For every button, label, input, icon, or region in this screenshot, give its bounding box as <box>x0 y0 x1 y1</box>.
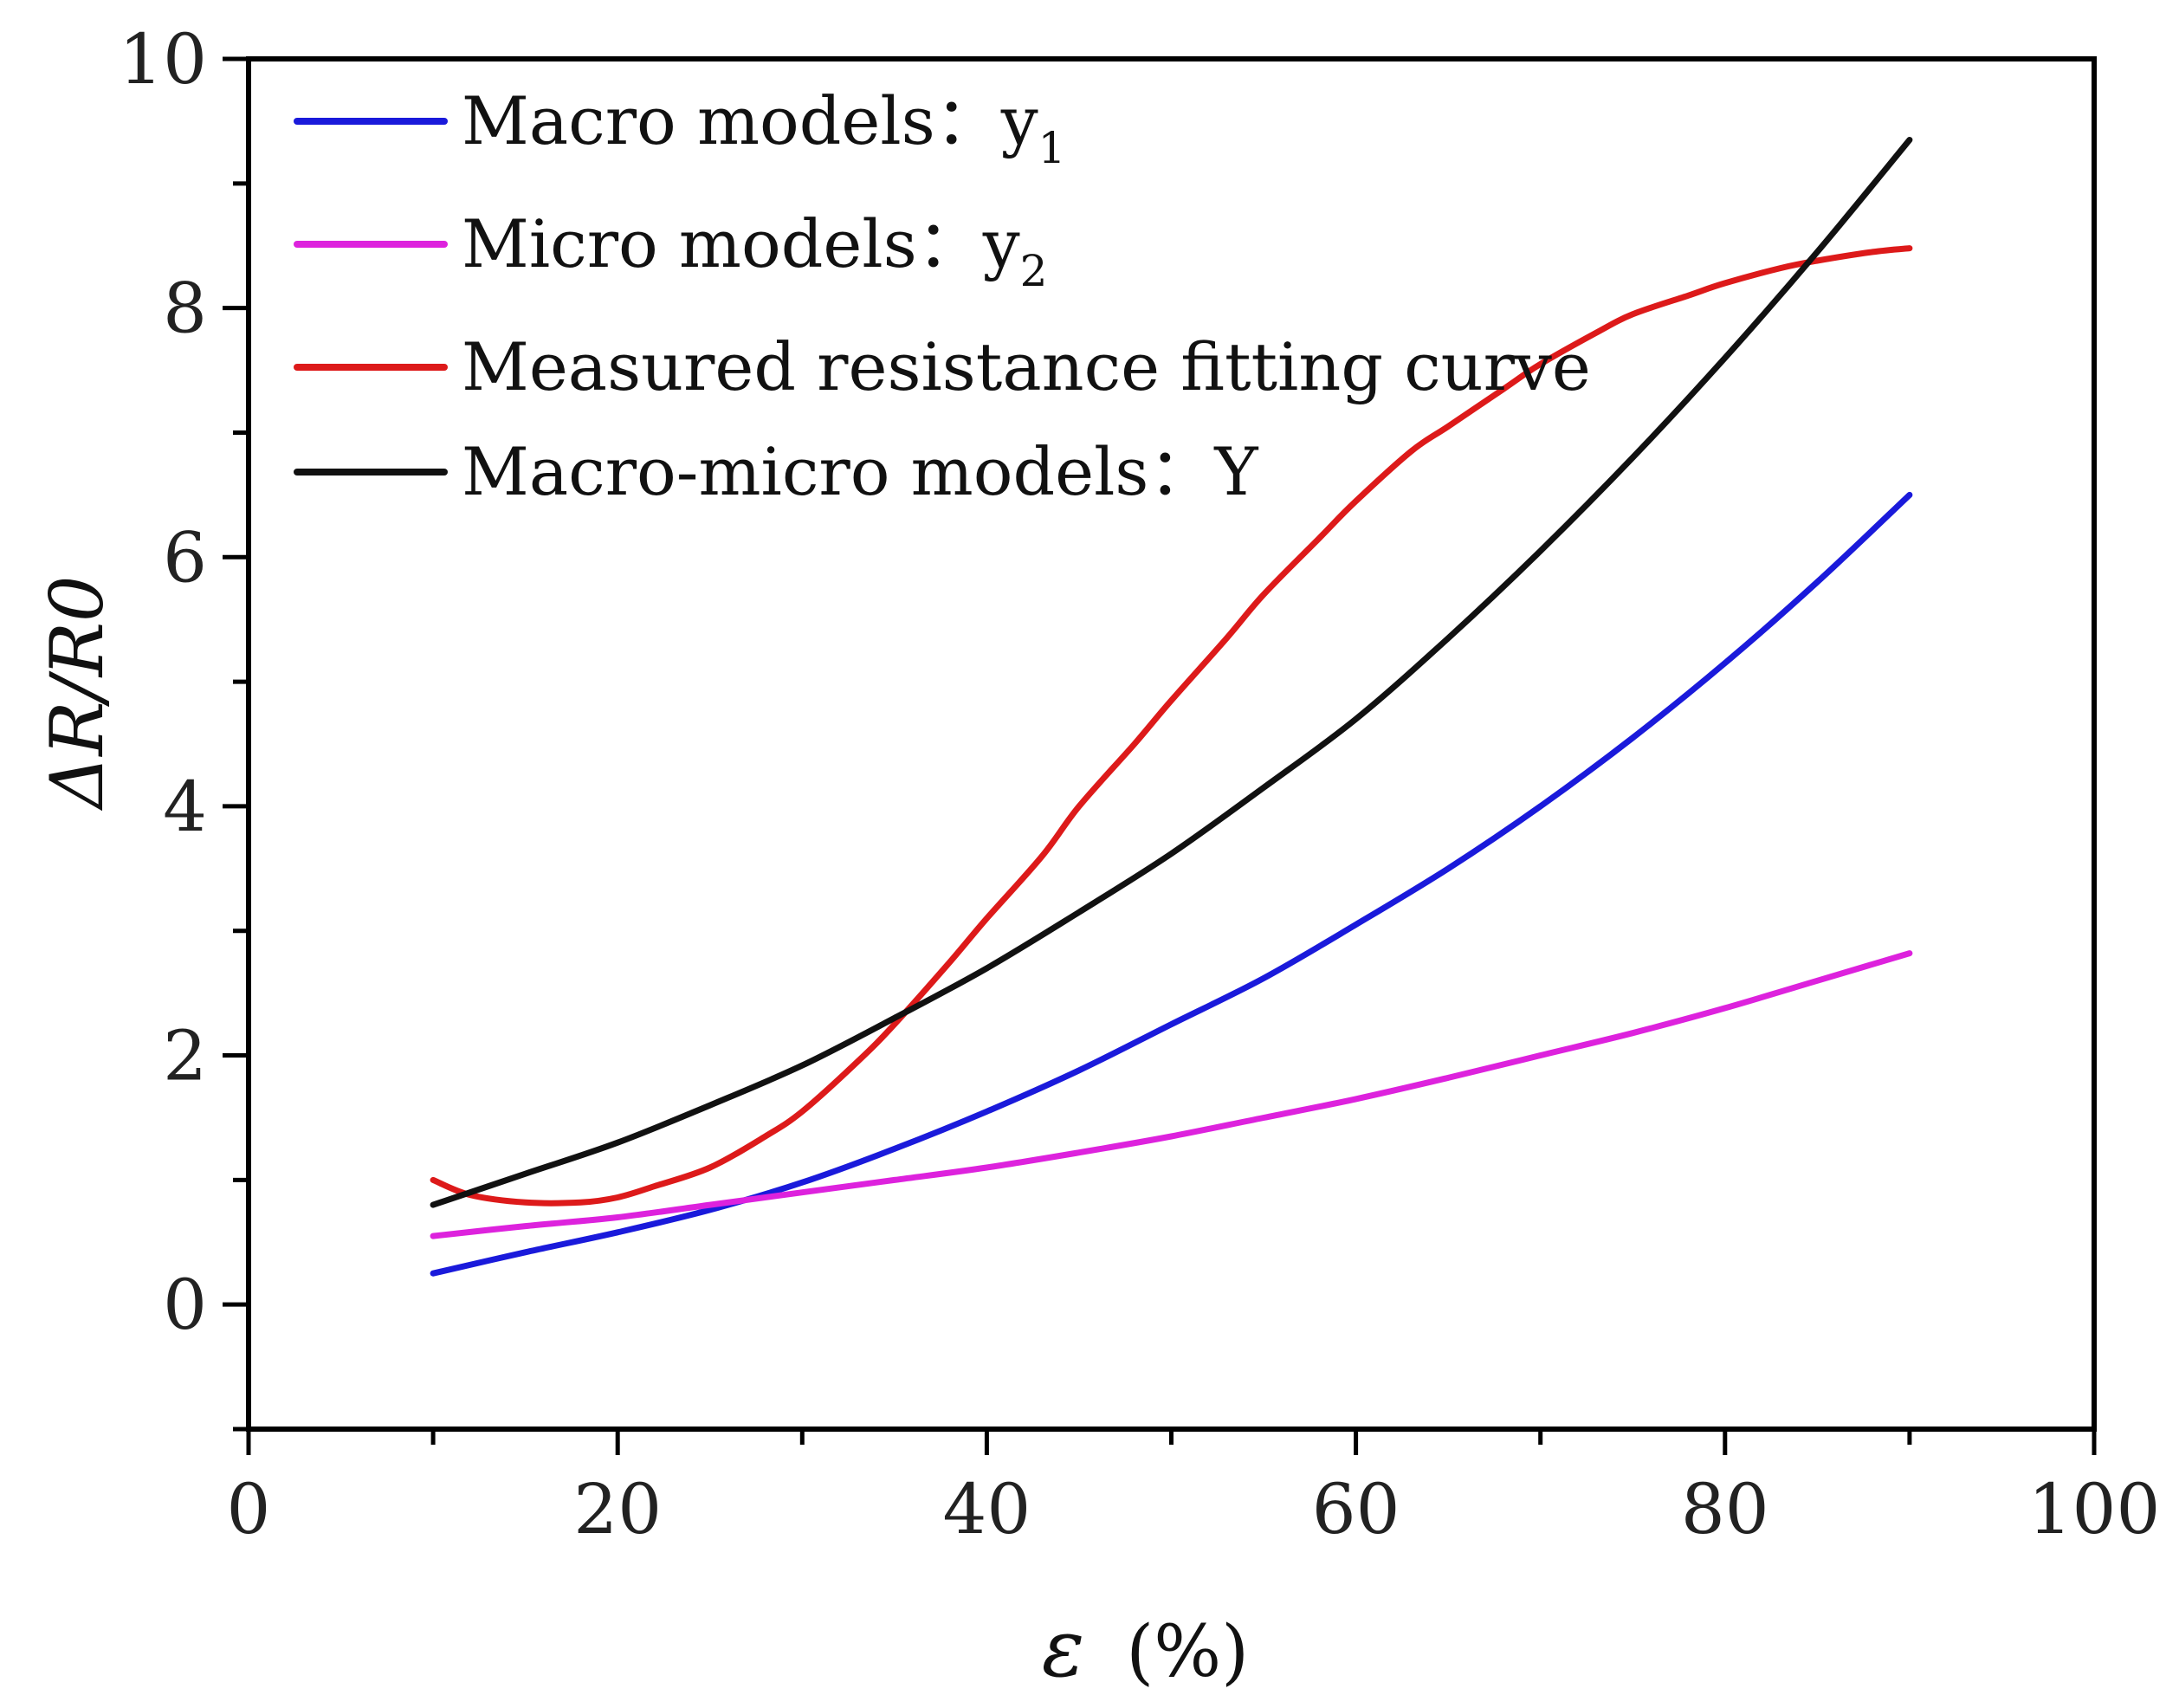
legend-label-macro-micro: Macro-micro models：Y <box>462 433 1258 510</box>
y-tick-label: 4 <box>163 767 207 847</box>
series-line-micro <box>430 950 1913 1239</box>
y-tick-label: 6 <box>163 517 207 598</box>
y-tick-label: 10 <box>119 19 207 100</box>
series-line-macro-micro <box>430 137 1913 1208</box>
legend-label-measured: Measured resistance fitting curve <box>462 328 1591 405</box>
x-axis-title: ε (%) <box>1042 1602 1249 1695</box>
legend: Macro models：y1 Micro models：y2 Measured r… <box>294 82 1591 510</box>
x-axis: 0 20 40 60 80 100 <box>227 1429 2161 1549</box>
x-tick-label: 60 <box>1312 1469 1400 1549</box>
legend-label-macro: Macro models：y1 <box>462 82 1065 173</box>
x-axis-symbol: ε <box>1042 1602 1084 1695</box>
x-tick-label: 100 <box>2028 1469 2161 1549</box>
y-tick-label: 0 <box>163 1265 207 1345</box>
x-tick-label: 20 <box>573 1469 662 1549</box>
series-line-macro <box>430 491 1913 1277</box>
x-tick-label: 0 <box>227 1469 271 1549</box>
y-axis-title: ΔR/R0 <box>35 576 120 812</box>
x-tick-label: 40 <box>943 1469 1031 1549</box>
y-axis: 0 2 4 6 8 10 <box>119 19 249 1432</box>
legend-label-micro: Micro models：y2 <box>462 205 1047 296</box>
series-line-measured <box>430 245 1913 1207</box>
x-axis-unit: (%) <box>1126 1611 1249 1693</box>
y-tick-label: 2 <box>163 1016 207 1097</box>
series-layer <box>430 137 1913 1277</box>
y-tick-label: 8 <box>163 268 207 349</box>
x-tick-label: 80 <box>1681 1469 1769 1549</box>
